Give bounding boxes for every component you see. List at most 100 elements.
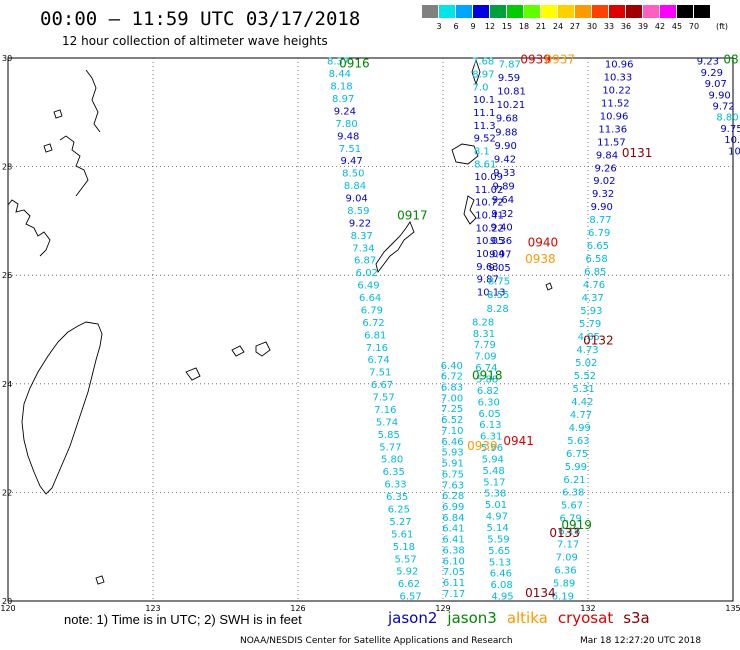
wave-height-value: 9.89	[493, 182, 515, 193]
wave-height-value: 6.36	[554, 566, 576, 577]
wave-height-value: 10.1	[473, 95, 495, 106]
wave-height-value: 6.65	[587, 241, 609, 252]
wave-height-value: 9.63	[476, 262, 498, 273]
wave-height-value: 9.48	[337, 131, 359, 142]
wave-height-value: 7.57	[373, 393, 395, 404]
wave-height-value: 8.59	[347, 206, 369, 217]
legend-swatch	[456, 5, 473, 18]
wave-height-value: 9.52	[474, 134, 496, 145]
yakushima	[451, 143, 479, 165]
wave-height-value: 6.79	[588, 228, 610, 239]
pass-id-label: 0916	[339, 56, 370, 70]
wave-height-value: 5.65	[488, 546, 510, 557]
wave-height-value: 9.32	[491, 209, 513, 220]
wave-height-value: 6.72	[441, 372, 463, 383]
wave-height-value: 6.41	[442, 524, 464, 535]
legend-label: 12	[484, 22, 496, 31]
wave-height-value: 6.79	[361, 305, 383, 316]
pass-id-label: 0919	[561, 518, 592, 532]
wave-height-value: 5.93	[442, 448, 464, 459]
latitude-label: 24	[2, 380, 12, 389]
wave-height-value: 4.97	[486, 512, 508, 523]
map-title: 00:00 – 11:59 UTC 03/17/2018	[40, 8, 361, 30]
latitude-label: 26	[2, 271, 12, 280]
satellite-name-jason3: jason3	[447, 609, 497, 627]
longitude-label: 120	[0, 604, 15, 613]
wave-height-value: 9.32	[592, 189, 614, 200]
wave-height-value: 9.97	[489, 249, 511, 260]
wave-height-value: 9.88	[495, 127, 517, 138]
wave-height-value: 9.87	[477, 275, 499, 286]
wave-height-value: 7.09	[556, 553, 578, 564]
island-small-2	[43, 143, 53, 153]
wave-height-value: 5.27	[389, 517, 411, 528]
legend-swatch	[592, 5, 609, 18]
wave-height-value: 5.59	[487, 534, 509, 545]
latitude-label: 20	[2, 597, 12, 606]
legend-label: 45	[671, 22, 683, 31]
wave-height-value: 8.75	[488, 277, 510, 288]
tanegashima	[471, 58, 481, 86]
wave-height-value: 4.76	[583, 280, 605, 291]
china-coast	[7, 199, 51, 257]
legend-label: 42	[654, 22, 666, 31]
wave-height-value: 7.34	[352, 243, 374, 254]
wave-height-value: 6.75	[442, 469, 464, 480]
legend-label: 27	[569, 22, 581, 31]
wave-height-value: 8.84	[344, 181, 366, 192]
taiwan-coastline	[21, 321, 103, 495]
wave-height-value: 9.22	[349, 218, 371, 229]
pass-id-label: 0937	[545, 53, 576, 67]
wave-height-value: 9.23	[697, 57, 719, 68]
wave-height-value: 6.13	[479, 420, 501, 431]
wave-height-value: 10.22	[602, 85, 631, 96]
wave-height-value: 9.64	[492, 195, 514, 206]
wave-height-value: 5.85	[378, 430, 400, 441]
wave-height-value: 6.02	[356, 268, 378, 279]
wave-height-value: 6.67	[371, 380, 393, 391]
wave-height-color-legend: 3 6 9 12 15 18 21 24 27 30 33 36 39 42 45 70 (ft)	[422, 5, 734, 35]
wave-height-value: 5.99	[565, 462, 587, 473]
wave-height-value: 10.09	[474, 172, 503, 183]
wave-height-value: 6.31	[480, 432, 502, 443]
wave-height-value: 7.10	[441, 426, 463, 437]
wave-height-value: 6.05	[478, 409, 500, 420]
wave-height-value: 6.62	[398, 579, 420, 590]
legend-label: 70	[688, 22, 700, 31]
legend-swatch	[473, 5, 490, 18]
legend-swatch	[558, 5, 575, 18]
wave-height-value: 8.50	[342, 169, 364, 180]
wave-height-value: 9.84	[596, 150, 618, 161]
legend-label: 9	[470, 22, 476, 31]
okinawa	[375, 221, 415, 274]
wave-height-value: 6.46	[490, 569, 512, 580]
wave-height-value: 10.2	[724, 135, 740, 146]
observation-tracks: 8.378.448.188.979.247.809.487.519.478.50…	[327, 57, 740, 603]
wave-height-value: 8.97	[332, 94, 354, 105]
latitude-label: 28	[2, 163, 12, 172]
wave-height-value: 6.74	[367, 355, 389, 366]
coastline	[7, 58, 553, 585]
wave-height-value: 5.92	[396, 567, 418, 578]
wave-height-value: 6.28	[442, 491, 464, 502]
wave-height-value: 6.81	[364, 330, 386, 341]
wave-height-value: 6.52	[441, 415, 463, 426]
wave-height-value: 6.33	[384, 480, 406, 491]
wave-height-value: 7.09	[474, 352, 496, 363]
wave-height-value: 5.67	[561, 501, 583, 512]
wave-height-value: 6.19	[552, 592, 574, 603]
wave-height-value: 7.63	[442, 480, 464, 491]
map-frame	[7, 57, 734, 602]
wave-height-value: 10	[728, 146, 740, 157]
wave-height-value: 6.40	[441, 361, 463, 372]
satellite-legend: jason2 jason3 altika cryosat s3a	[388, 609, 650, 627]
wave-height-value: 8.61	[474, 159, 496, 170]
wave-height-value: 9.90	[591, 202, 613, 213]
wave-height-value: 6.35	[386, 492, 408, 503]
pass-labels: 0916091709180919093909370940093809410939…	[339, 53, 739, 600]
wave-height-value: 6.87	[354, 256, 376, 267]
legend-label: 39	[637, 22, 649, 31]
wave-height-value: 9.42	[494, 154, 516, 165]
wave-height-value: 6.18	[558, 527, 580, 538]
china-coast-north	[59, 135, 89, 197]
